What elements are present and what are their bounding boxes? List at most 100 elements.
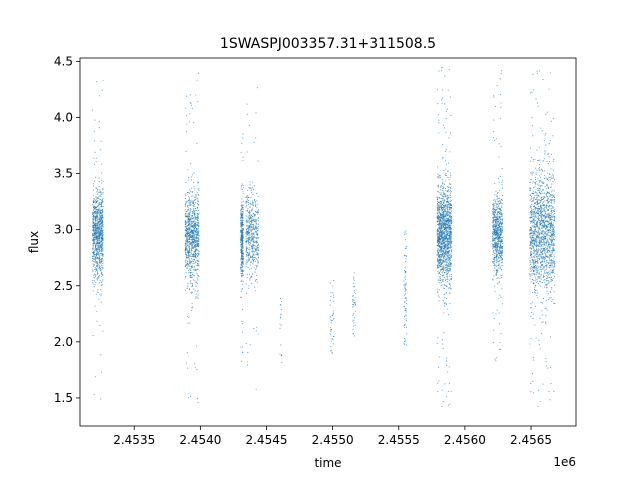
data-point [438,132,440,134]
data-point [195,195,197,197]
data-point [98,177,100,179]
data-point [245,260,248,262]
data-point [442,225,445,227]
data-point [197,72,200,74]
data-point [493,261,495,263]
data-point [96,223,98,225]
data-point [190,235,192,238]
data-point [102,206,104,208]
data-point [242,224,244,226]
data-point [437,295,439,297]
data-point [439,277,441,280]
data-point [257,254,259,256]
data-point [330,295,332,297]
data-point [191,309,193,312]
data-point [437,240,439,242]
data-point [252,235,254,237]
data-point [193,230,195,233]
data-point [440,233,442,235]
data-point [450,234,453,236]
data-point [448,260,451,262]
data-point [95,218,97,220]
data-point [187,367,189,369]
data-point [190,250,192,252]
data-point [189,234,191,236]
data-point [499,348,501,351]
data-point [447,265,449,267]
data-point [251,210,253,212]
data-point [332,300,334,302]
data-point [248,258,250,260]
data-point [442,179,444,181]
data-point [406,256,408,258]
data-point [93,163,96,165]
data-point [242,241,244,243]
data-point [443,190,445,192]
data-point [251,276,253,278]
data-point [184,260,186,262]
data-point [188,219,190,221]
data-point [494,247,496,249]
data-point [242,272,244,274]
data-point [101,252,103,254]
data-point [195,207,197,210]
data-point [98,265,100,267]
data-point [502,231,504,233]
data-point [101,229,103,231]
data-point [448,254,450,256]
data-point [280,304,282,306]
data-point [242,231,244,234]
data-point [253,232,255,234]
data-point [497,264,500,267]
data-point [499,217,501,219]
data-point [437,267,439,269]
data-point [443,213,445,215]
data-point [102,235,104,237]
data-point [406,333,408,335]
data-point [195,269,197,271]
data-point [353,319,355,321]
data-point [197,297,199,299]
data-point [496,215,499,217]
data-point [443,256,445,258]
data-point [190,255,192,257]
data-point [437,366,440,368]
data-point [242,218,244,220]
data-point [447,222,449,224]
data-point [443,219,445,221]
data-point [196,228,198,230]
data-point [248,259,250,261]
data-point [247,208,249,210]
data-point [497,214,499,216]
data-point [102,238,104,240]
data-point [492,212,494,214]
data-point [353,303,355,306]
data-point [101,179,103,181]
data-point [448,366,450,368]
data-point [493,318,495,320]
data-point [444,242,446,244]
data-point [449,246,451,248]
data-point [188,237,190,239]
data-point [189,272,192,274]
data-point [499,265,501,267]
data-point [193,242,195,244]
data-point [447,214,449,216]
data-point [98,262,100,264]
data-point [247,266,249,269]
data-point [193,216,195,218]
data-point [240,267,242,269]
data-point [442,260,444,263]
data-point [501,219,503,221]
data-point [494,291,496,293]
data-point [196,237,198,239]
data-point [252,237,254,239]
data-point [191,246,193,248]
data-point [93,243,95,245]
data-point [240,346,242,348]
data-point [242,255,244,257]
data-point [253,185,255,187]
data-point [240,207,242,210]
data-point [441,97,444,99]
data-point [450,229,452,231]
